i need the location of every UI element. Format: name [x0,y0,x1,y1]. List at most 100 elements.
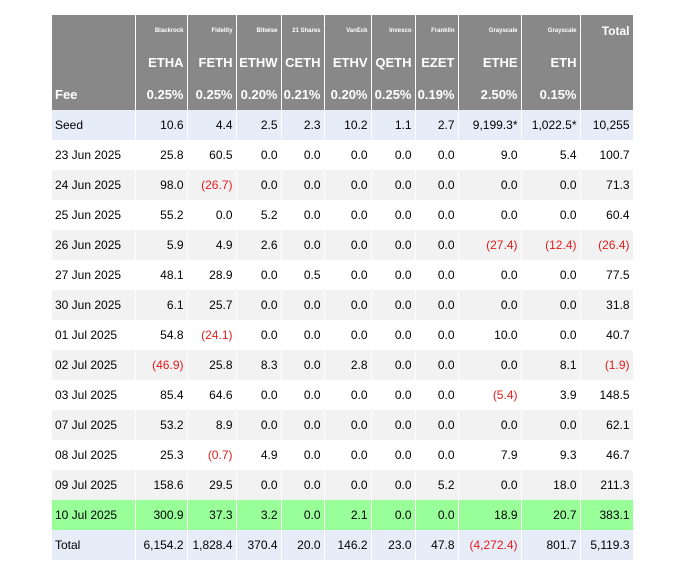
fee-value-cell: 0.20% [324,78,372,110]
ticker-header-cell: ETHW [236,46,282,78]
flow-value-cell: 0.0 [458,470,522,500]
flow-value-cell: 0.0 [415,200,459,230]
flow-value-cell: 9.0 [458,140,522,170]
total-header-cell: Total [580,15,634,46]
flow-value-cell: 0.0 [458,170,522,200]
flow-value-cell: 54.8 [135,320,188,350]
issuer-header-cell: Invesco [371,15,416,46]
flow-value-cell: 0.0 [236,410,282,440]
row-total-cell: 71.3 [580,170,634,200]
flow-value-cell: 53.2 [135,410,188,440]
flow-value-cell: 25.8 [135,140,188,170]
flow-value-cell: 2.6 [236,230,282,260]
flow-value-cell: 18.9 [458,500,522,530]
flow-value-cell: 3.2 [236,500,282,530]
ticker-header-cell: ETHE [458,46,522,78]
flow-value-cell: (5.4) [458,380,522,410]
table-body: Blackrock Fidelity Bitwise 21 Shares VanEck I… [52,15,634,560]
issuer-header-cell: Franklin [415,15,459,46]
table-row: 30 Jun 2025 6.1 25.7 0.0 0.0 0.0 0.0 0.0 0.0 0.0 3… [52,290,634,320]
flow-value-cell: 0.0 [236,140,282,170]
header-fee-row: Fee 0.25% 0.25% 0.20% 0.21% 0.20% 0.25% 0.19% 2.… [52,78,634,110]
total-row: Total 6,154.2 1,828.4 370.4 20.0 146.2 23.0 47.… [52,530,634,560]
table-row: 27 Jun 2025 48.1 28.9 0.0 0.5 0.0 0.0 0.0 0.0 0.0… [52,260,634,290]
flow-value-cell: 0.0 [281,140,325,170]
flow-value-cell: 20.7 [521,500,581,530]
row-label-cell: 03 Jul 2025 [52,380,136,410]
flow-value-cell: 48.1 [135,260,188,290]
issuer-header-cell: Grayscale [458,15,522,46]
flow-value-cell: 0.0 [415,440,459,470]
row-total-cell: 5,119.3 [580,530,634,560]
row-total-cell: (26.4) [580,230,634,260]
flow-value-cell: 370.4 [236,530,282,560]
flow-value-cell: 0.0 [371,170,416,200]
flow-value-cell: 0.0 [236,260,282,290]
flow-value-cell: 6.1 [135,290,188,320]
flow-value-cell: 55.2 [135,200,188,230]
flow-value-cell: 0.0 [521,200,581,230]
flow-value-cell: 0.0 [371,140,416,170]
row-total-cell: 148.5 [580,380,634,410]
flow-value-cell: 10.2 [324,110,372,140]
flow-value-cell: 25.8 [187,350,237,380]
flow-value-cell: (24.1) [187,320,237,350]
flow-value-cell: 10.6 [135,110,188,140]
header-blank-cell [580,46,634,78]
flow-value-cell: 0.0 [236,380,282,410]
flow-value-cell: 0.0 [187,200,237,230]
flow-value-cell: 9,199.3* [458,110,522,140]
fee-label-cell: Fee [52,78,136,110]
flow-value-cell: 1.1 [371,110,416,140]
flow-value-cell: 0.0 [371,260,416,290]
ticker-header-cell: EZET [415,46,459,78]
flow-value-cell: 47.8 [415,530,459,560]
row-total-cell: 10,255 [580,110,634,140]
flow-value-cell: 5.2 [236,200,282,230]
flow-value-cell: 2.5 [236,110,282,140]
row-total-cell: 211.3 [580,470,634,500]
table-row: 03 Jul 2025 85.4 64.6 0.0 0.0 0.0 0.0 0.0 (5.4) 3… [52,380,634,410]
flow-value-cell: 0.0 [415,350,459,380]
flow-value-cell: 18.0 [521,470,581,500]
row-total-cell: 383.1 [580,500,634,530]
flow-value-cell: 4.9 [236,440,282,470]
fee-value-cell: 2.50% [458,78,522,110]
flow-value-cell: 5.9 [135,230,188,260]
ticker-header-cell: QETH [371,46,416,78]
flow-value-cell: 0.0 [371,380,416,410]
flow-value-cell: 0.0 [458,200,522,230]
flow-value-cell: 0.0 [371,500,416,530]
flow-value-cell: 85.4 [135,380,188,410]
flow-value-cell: 5.4 [521,140,581,170]
flow-value-cell: 0.0 [371,320,416,350]
flow-value-cell: 0.0 [415,410,459,440]
ticker-header-cell: ETHA [135,46,188,78]
flow-value-cell: 2.1 [324,500,372,530]
row-label-cell: 07 Jul 2025 [52,410,136,440]
row-label-cell: 30 Jun 2025 [52,290,136,320]
table-row: 08 Jul 2025 25.3 (0.7) 4.9 0.0 0.0 0.0 0.0 7.9 9.… [52,440,634,470]
flow-value-cell: (4,272.4) [458,530,522,560]
header-blank-cell [580,78,634,110]
flow-value-cell: 0.0 [521,260,581,290]
flow-value-cell: 1,022.5* [521,110,581,140]
flow-value-cell: 0.0 [371,440,416,470]
flow-value-cell: 0.0 [415,170,459,200]
issuer-header-cell: VanEck [324,15,372,46]
flow-value-cell: 0.0 [371,470,416,500]
ticker-header-cell: FETH [187,46,237,78]
flow-value-cell: 0.0 [458,290,522,320]
row-label-cell: Total [52,530,136,560]
row-total-cell: 60.4 [580,200,634,230]
row-label-cell: 02 Jul 2025 [52,350,136,380]
flow-value-cell: 1,828.4 [187,530,237,560]
row-label-cell: 01 Jul 2025 [52,320,136,350]
flow-value-cell: 0.0 [521,170,581,200]
fee-value-cell: 0.25% [371,78,416,110]
row-label-cell: 10 Jul 2025 [52,500,136,530]
flow-value-cell: 0.0 [324,260,372,290]
row-total-cell: 100.7 [580,140,634,170]
flow-value-cell: 29.5 [187,470,237,500]
table-row: 25 Jun 2025 55.2 0.0 5.2 0.0 0.0 0.0 0.0 0.0 0.0 6… [52,200,634,230]
